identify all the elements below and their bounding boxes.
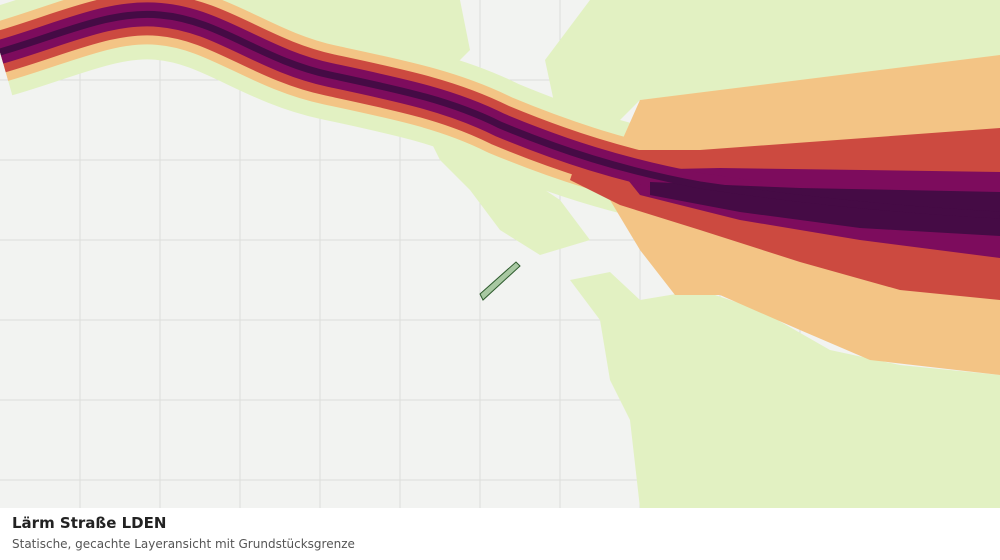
- layer-title: Lärm Straße LDEN: [12, 514, 167, 532]
- layer-subtitle: Statische, gecachte Layeransicht mit Gru…: [12, 537, 355, 551]
- parcel-boundary: [479, 261, 521, 301]
- noise-layer: [0, 0, 1000, 508]
- map: [0, 0, 1000, 508]
- info-panel: Lärm Straße LDEN Statische, gecachte Lay…: [0, 508, 1000, 560]
